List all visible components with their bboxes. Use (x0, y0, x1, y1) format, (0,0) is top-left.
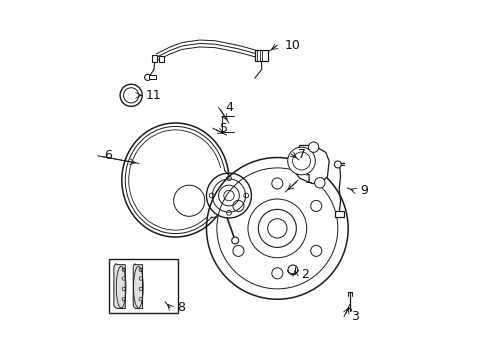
Text: 11: 11 (146, 89, 162, 102)
Text: 9: 9 (360, 184, 367, 197)
Bar (152, 55, 157, 63)
Circle shape (231, 237, 238, 244)
Bar (109, 260, 178, 313)
Circle shape (287, 265, 297, 275)
Bar (335, 211, 343, 217)
Bar (254, 50, 267, 61)
Text: 5: 5 (219, 122, 227, 135)
Bar (149, 75, 155, 79)
Polygon shape (133, 264, 142, 309)
Circle shape (287, 147, 315, 175)
Circle shape (144, 74, 150, 81)
Circle shape (314, 177, 325, 188)
Polygon shape (114, 264, 125, 309)
Text: 1: 1 (305, 174, 312, 186)
Circle shape (308, 142, 318, 152)
Text: 6: 6 (104, 149, 112, 162)
Circle shape (334, 161, 341, 168)
Text: 7: 7 (298, 148, 305, 161)
Polygon shape (292, 145, 328, 184)
Text: 3: 3 (350, 310, 358, 323)
Text: 8: 8 (177, 301, 185, 314)
Text: 10: 10 (284, 39, 300, 52)
Circle shape (292, 152, 310, 170)
Text: 4: 4 (225, 101, 233, 114)
Bar (159, 55, 163, 63)
Text: 2: 2 (301, 267, 309, 280)
